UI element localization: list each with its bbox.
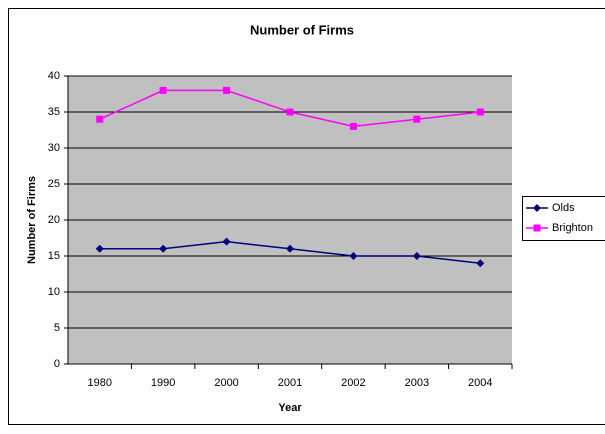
y-tick-label: 10 — [48, 286, 60, 298]
x-tick-label: 1990 — [151, 377, 175, 389]
y-tick-label: 5 — [54, 322, 60, 334]
data-point — [476, 108, 484, 116]
data-point — [159, 86, 167, 94]
y-tick-label: 35 — [48, 106, 60, 118]
data-point — [95, 244, 104, 253]
data-point — [223, 86, 231, 94]
x-tick-label: 2002 — [341, 377, 365, 389]
data-point — [159, 244, 168, 253]
x-axis-title: Year — [278, 402, 302, 414]
data-point — [286, 108, 294, 116]
x-tick-label: 1980 — [87, 377, 111, 389]
x-tick-label: 2001 — [278, 377, 302, 389]
x-tick-label: 2000 — [214, 377, 238, 389]
y-tick-label: 20 — [48, 214, 60, 226]
data-point — [286, 244, 294, 253]
data-point — [222, 237, 231, 246]
y-tick-label: 40 — [48, 70, 60, 82]
y-tick-label: 0 — [54, 358, 60, 370]
chart-title: Number of Firms — [250, 22, 354, 37]
y-axis-title: Number of Firms — [26, 176, 38, 264]
data-point — [349, 252, 358, 260]
data-point — [413, 115, 421, 123]
x-tick-label: 2003 — [405, 377, 429, 389]
y-tick-label: 25 — [48, 178, 60, 190]
y-tick-label: 15 — [48, 250, 60, 262]
data-point — [349, 122, 357, 130]
x-tick-label: 2004 — [468, 377, 492, 389]
legend-label: Olds — [552, 202, 575, 214]
legend-label: Brighton — [552, 222, 593, 234]
data-point — [476, 259, 485, 268]
legend-marker — [533, 204, 541, 212]
data-point — [96, 115, 104, 123]
data-point — [412, 252, 421, 260]
y-tick-label: 30 — [48, 142, 60, 154]
legend — [522, 196, 605, 241]
legend-marker — [533, 224, 541, 232]
